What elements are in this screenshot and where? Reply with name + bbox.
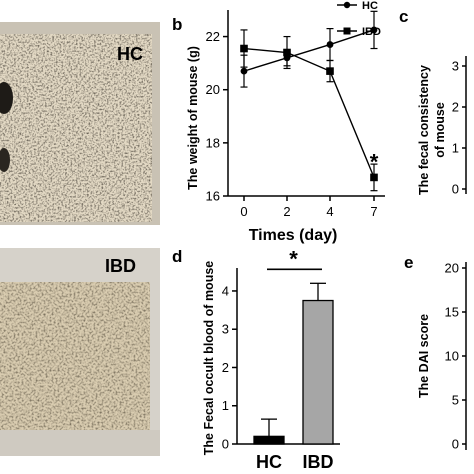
y-tick-label: 10 [445, 349, 459, 364]
dark-spot [0, 82, 13, 114]
panel-b-series: * [240, 10, 379, 192]
y-tick-label: 22 [206, 29, 220, 44]
y-tick-label: 20 [206, 82, 220, 97]
significance-star: * [289, 246, 298, 271]
x-tick-label: 0 [240, 204, 247, 219]
panel-c-axis: 3 2 1 0 [452, 56, 467, 197]
legend-marker-ibd [343, 27, 351, 35]
data-point-ibd [326, 67, 334, 75]
bar-ibd [302, 299, 334, 445]
y-tick-label: 0 [222, 437, 229, 452]
y-tick-label: 16 [206, 189, 220, 204]
panel-letter-c: c [399, 7, 408, 26]
y-tick-label: 0 [452, 437, 459, 452]
legend-marker-hc [343, 1, 351, 9]
panel-letter-e: e [404, 253, 413, 272]
bar-hc [253, 435, 285, 445]
y-tick-label: 20 [445, 261, 459, 276]
panel-b-xlabel: Times (day) [249, 227, 338, 244]
photo-label-hc: HC [117, 44, 143, 64]
panel-c: c The fecal consistency of mouse 3 2 1 0 [399, 7, 467, 197]
significance-star: * [370, 149, 379, 174]
legend-label-hc: HC [362, 0, 378, 12]
panel-e-axis: 20 15 10 5 0 [445, 261, 467, 452]
y-tick-label: 0 [452, 182, 459, 197]
panel-d: d The Fecal occult blood of mouse 0 1 2 3 4 H… [172, 246, 340, 472]
panel-b-ylabel: The weight of mouse (g) [186, 46, 200, 190]
data-point-ibd [370, 173, 378, 182]
y-tick-label: 3 [452, 59, 459, 74]
panel-d-ylabel: The Fecal occult blood of mouse [202, 261, 216, 456]
x-tick-label-ibd: IBD [303, 452, 334, 472]
y-tick-label: 1 [452, 141, 459, 156]
data-point-ibd [240, 44, 248, 53]
panel-c-ylabel-line1: The fecal consistency [417, 65, 431, 195]
dark-spot [0, 148, 10, 172]
photo-label-ibd: IBD [105, 256, 136, 276]
panel-b: b 16 18 20 22 0 2 4 7 * HC IBD The weight of mo… [172, 0, 385, 244]
x-tick-label: 4 [326, 204, 333, 219]
x-tick-label: 2 [283, 204, 290, 219]
data-point-hc [370, 26, 378, 34]
panel-letter-d: d [172, 247, 182, 266]
panel-e: e The DAI score 20 15 10 5 0 [404, 253, 467, 452]
y-tick-label: 3 [222, 322, 229, 337]
panel-e-ylabel: The DAI score [417, 314, 431, 398]
panel-c-ylabel-line2: of mouse [433, 102, 447, 158]
data-point-hc [240, 67, 248, 75]
y-tick-label: 2 [452, 100, 459, 115]
legend-label-ibd: IBD [362, 26, 381, 38]
x-tick-label-hc: HC [256, 452, 282, 472]
data-point-ibd [283, 48, 291, 57]
panel-letter-b: b [172, 15, 182, 34]
y-tick-label: 1 [222, 398, 229, 413]
y-tick-label: 18 [206, 135, 220, 150]
series-line-hc [243, 29, 375, 72]
x-tick-label: 7 [370, 204, 377, 219]
series-line-ibd [243, 47, 375, 178]
panel-b-legend: HC IBD [337, 0, 381, 38]
panel-b-axes: 16 18 20 22 0 2 4 7 [206, 10, 385, 219]
photo-ibd: IBD [0, 248, 160, 456]
y-tick-label: 15 [445, 305, 459, 320]
y-tick-label: 4 [222, 283, 229, 298]
y-tick-label: 2 [222, 360, 229, 375]
data-point-hc [326, 41, 334, 48]
panel-d-bars: * [253, 246, 334, 445]
y-tick-label: 5 [452, 393, 459, 408]
photo-hc: HC [0, 22, 160, 225]
